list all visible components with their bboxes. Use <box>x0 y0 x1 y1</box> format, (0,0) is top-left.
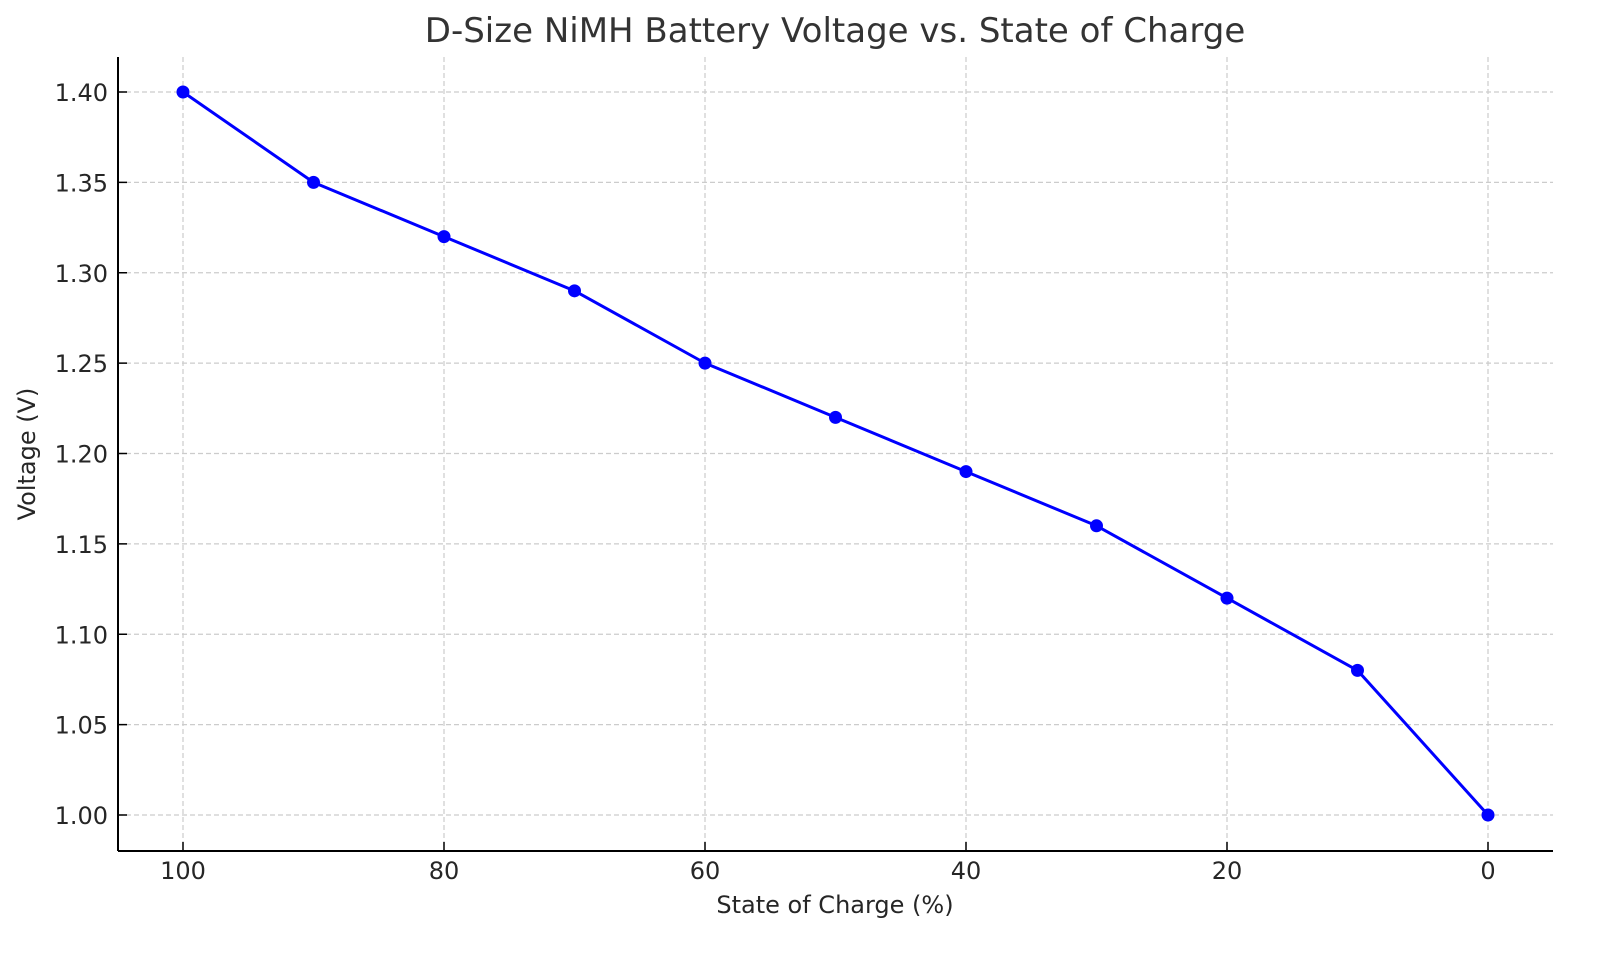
data-point-marker <box>176 85 190 99</box>
data-point-marker <box>1481 808 1495 822</box>
x-tick-label: 0 <box>1480 857 1495 885</box>
x-tick-label: 100 <box>160 857 206 885</box>
y-axis-ticks: 1.00 1.05 1.10 1.15 1.20 1.25 1.30 1.35 1.40 <box>55 79 127 830</box>
y-tick-label: 1.10 <box>55 621 108 649</box>
data-point-marker <box>307 175 320 189</box>
data-point-marker <box>1090 519 1103 533</box>
x-tick-label: 20 <box>1212 857 1243 885</box>
data-point-marker <box>959 465 973 479</box>
y-tick-label: 1.00 <box>55 802 108 830</box>
data-point-marker <box>829 410 842 424</box>
data-point-marker <box>698 356 712 370</box>
x-axis-label: State of Charge (%) <box>716 891 953 919</box>
data-series <box>176 85 1495 822</box>
data-point-marker <box>1220 591 1234 605</box>
y-tick-label: 1.05 <box>55 712 108 740</box>
data-point-marker <box>568 284 581 298</box>
grid-lines <box>118 57 1553 851</box>
y-tick-label: 1.30 <box>55 260 108 288</box>
data-point-marker <box>437 230 451 244</box>
y-tick-label: 1.35 <box>55 169 108 197</box>
chart-title: D-Size NiMH Battery Voltage vs. State of… <box>425 11 1245 51</box>
x-tick-label: 60 <box>690 857 721 885</box>
y-tick-label: 1.25 <box>55 350 108 378</box>
y-tick-label: 1.20 <box>55 441 108 469</box>
x-tick-label: 80 <box>429 857 460 885</box>
x-tick-label: 40 <box>951 857 982 885</box>
data-point-marker <box>1351 663 1364 677</box>
y-axis-label: Voltage (V) <box>13 388 41 521</box>
y-tick-label: 1.15 <box>55 531 108 559</box>
x-axis-ticks: 100 80 60 40 20 0 <box>160 842 1496 885</box>
y-tick-label: 1.40 <box>55 79 108 107</box>
